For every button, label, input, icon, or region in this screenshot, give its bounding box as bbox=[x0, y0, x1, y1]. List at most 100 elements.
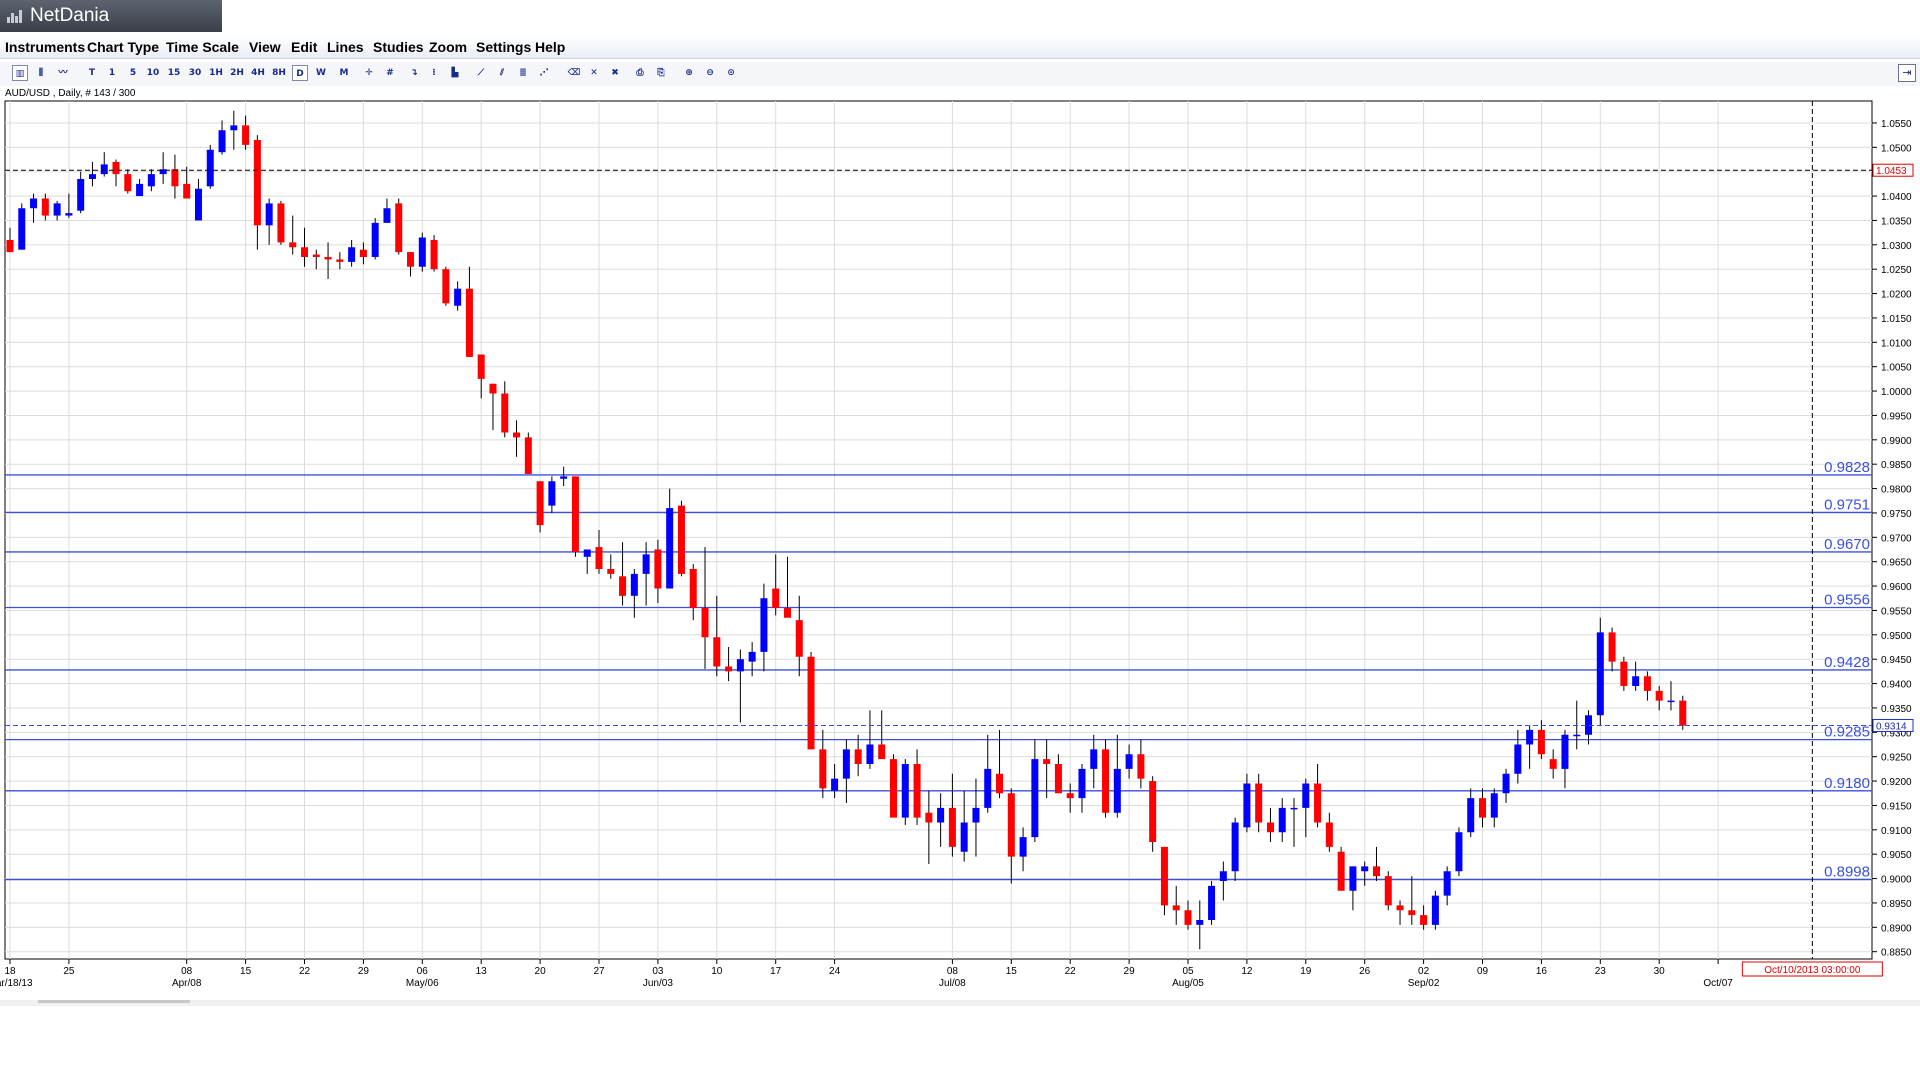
y-tick-label: 1.0200 bbox=[1881, 290, 1912, 301]
candle-body bbox=[407, 252, 415, 267]
delete-line-icon[interactable]: ⌫ bbox=[567, 68, 581, 78]
menu-view[interactable]: View bbox=[249, 39, 281, 55]
timeframe-8h-button[interactable]: 8H bbox=[272, 68, 286, 78]
zoom-out-icon[interactable]: ⊖ bbox=[706, 68, 714, 78]
candle-body bbox=[477, 354, 485, 379]
panel-toggle-icon[interactable]: ⇥ bbox=[1898, 64, 1916, 82]
x-tick-day-label: 19 bbox=[1300, 966, 1312, 977]
fan-icon[interactable]: ⋰ bbox=[539, 68, 549, 78]
candle-body bbox=[1325, 822, 1333, 847]
timeframe-monthly-button[interactable]: M bbox=[339, 68, 349, 78]
candle-body bbox=[1054, 764, 1062, 794]
chart-logo-icon bbox=[7, 9, 23, 23]
close-icon[interactable]: ✕ bbox=[590, 68, 598, 78]
candle-body bbox=[124, 174, 132, 192]
crosshair-icon[interactable]: ✛ bbox=[365, 68, 373, 78]
candlestick-chart-icon[interactable]: ▥ bbox=[12, 65, 28, 81]
x-tick-day-label: 02 bbox=[1418, 966, 1430, 977]
grid-icon[interactable]: # bbox=[386, 68, 394, 78]
candle-body bbox=[324, 257, 332, 260]
candle-body bbox=[713, 637, 721, 667]
timeframe-weekly-button[interactable]: W bbox=[316, 68, 326, 78]
sr-label: 0.9180 bbox=[1824, 775, 1870, 792]
y-tick-label: 0.9850 bbox=[1881, 460, 1912, 471]
zoom-in-icon[interactable]: ⊕ bbox=[685, 68, 693, 78]
y-tick-label: 0.9350 bbox=[1881, 704, 1912, 715]
zoom-reset-icon[interactable]: ⊙ bbox=[727, 68, 735, 78]
timeframe-10m-button[interactable]: 10 bbox=[146, 68, 160, 78]
timeframe-1m-button[interactable]: 1 bbox=[108, 68, 116, 78]
menu-time-scale[interactable]: Time Scale bbox=[166, 39, 239, 55]
timeframe-daily-button[interactable]: D bbox=[292, 65, 308, 81]
line-chart-icon[interactable]: 〰 bbox=[58, 68, 68, 78]
x-tick-day-label: 08 bbox=[181, 966, 193, 977]
delete-all-icon[interactable]: ✖ bbox=[611, 68, 619, 78]
timeframe-5m-button[interactable]: 5 bbox=[129, 68, 137, 78]
fibonacci-icon[interactable]: ≣ bbox=[519, 68, 527, 78]
candle-body bbox=[253, 140, 261, 226]
timeframe-15m-button[interactable]: 15 bbox=[167, 68, 181, 78]
candle-body bbox=[513, 432, 521, 438]
candle-body bbox=[1420, 915, 1428, 925]
candle-body bbox=[53, 203, 61, 216]
candle-body bbox=[677, 505, 685, 574]
candle-body bbox=[831, 778, 839, 791]
timeframe-4h-button[interactable]: 4H bbox=[251, 68, 265, 78]
candle-body bbox=[1090, 749, 1098, 769]
menu-help[interactable]: Help bbox=[535, 39, 566, 55]
candle-body bbox=[842, 749, 850, 779]
candle-body bbox=[1561, 734, 1569, 769]
cursor-icon[interactable]: ↴ bbox=[410, 68, 418, 78]
candle-body bbox=[1467, 798, 1475, 833]
candle-body bbox=[183, 183, 191, 199]
candle-body bbox=[1502, 773, 1510, 794]
timeframe-30m-button[interactable]: 30 bbox=[188, 68, 202, 78]
x-tick-day-label: 17 bbox=[770, 966, 782, 977]
y-tick-label: 0.9250 bbox=[1881, 753, 1912, 764]
candle-body bbox=[736, 659, 744, 672]
candle-body bbox=[760, 598, 768, 652]
channel-icon[interactable]: ⫽ bbox=[499, 68, 504, 78]
x-tick-day-label: 13 bbox=[476, 966, 488, 977]
menu-chart-type[interactable]: Chart Type bbox=[87, 39, 160, 55]
candle-body bbox=[854, 749, 862, 764]
candle-body bbox=[159, 169, 167, 175]
timeframe-1h-button[interactable]: 1H bbox=[209, 68, 223, 78]
menu-instruments[interactable]: Instruments bbox=[5, 39, 86, 55]
print-icon[interactable]: ⎙ bbox=[636, 68, 644, 78]
last-price-box bbox=[1872, 718, 1914, 732]
scrollbar-thumb[interactable] bbox=[38, 1000, 190, 1003]
candle-body bbox=[1384, 876, 1392, 906]
candle-body bbox=[489, 383, 497, 394]
candle-body bbox=[289, 242, 297, 248]
candle-body bbox=[725, 666, 733, 672]
volume-icon[interactable]: ▙ bbox=[451, 68, 459, 78]
candle-body bbox=[666, 508, 674, 589]
timeframe-tick-button[interactable]: T bbox=[88, 68, 96, 78]
x-tick-month-label: Sep/02 bbox=[1408, 978, 1440, 989]
menu-edit[interactable]: Edit bbox=[291, 39, 318, 55]
candle-body bbox=[1184, 910, 1192, 925]
sr-label: 0.9285 bbox=[1824, 724, 1870, 741]
y-tick-label: 1.0550 bbox=[1881, 119, 1912, 130]
candle-body bbox=[218, 130, 226, 153]
menu-studies[interactable]: Studies bbox=[373, 39, 424, 55]
candle-body bbox=[548, 481, 556, 506]
candle-body bbox=[242, 125, 250, 145]
horizontal-scrollbar[interactable] bbox=[0, 1000, 1920, 1006]
x-tick-day-label: 16 bbox=[1536, 966, 1548, 977]
price-axis: 1.05501.05001.04501.04001.03501.03001.02… bbox=[1872, 119, 1912, 959]
timeframe-2h-button[interactable]: 2H bbox=[230, 68, 244, 78]
print-preview-icon[interactable]: ⎘ bbox=[657, 68, 665, 78]
sr-label: 0.9670 bbox=[1824, 536, 1870, 553]
menu-zoom[interactable]: Zoom bbox=[429, 39, 468, 55]
candle-body bbox=[418, 237, 426, 267]
menu-lines[interactable]: Lines bbox=[327, 39, 364, 55]
x-tick-day-label: 26 bbox=[1359, 966, 1371, 977]
bar-chart-icon[interactable]: ⫼ bbox=[38, 68, 44, 78]
menu-settings[interactable]: Settings bbox=[476, 39, 532, 55]
trendline-icon[interactable]: ⟋ bbox=[477, 68, 485, 78]
dots-icon[interactable]: ⁝ bbox=[432, 68, 436, 78]
x-tick-month-label: Aug/05 bbox=[1172, 978, 1204, 989]
